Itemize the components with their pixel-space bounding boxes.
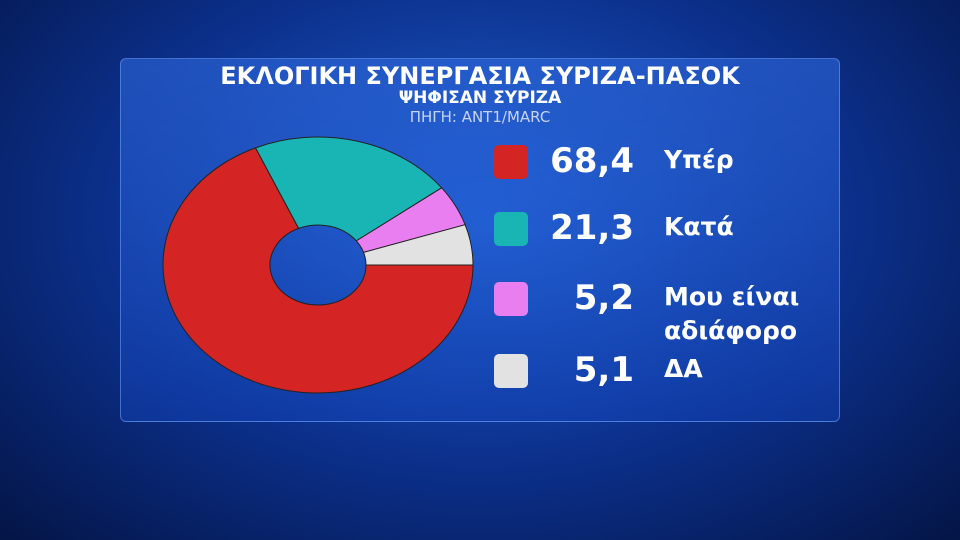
- slice: [254, 136, 443, 242]
- value-label: 5,1: [573, 350, 634, 390]
- legend-swatch: [494, 354, 528, 388]
- legend-label: Μου είναι αδιάφορο: [664, 282, 800, 345]
- slice: [362, 224, 474, 266]
- value-label: 5,2: [573, 278, 634, 318]
- slice: [162, 147, 474, 394]
- legend-label: Κατά: [664, 212, 734, 241]
- legend-label: Υπέρ: [664, 145, 734, 174]
- source: ΠΗΓΗ: ΑΝΤ1/MARC: [409, 108, 551, 126]
- legend-label: ΔΑ: [664, 354, 703, 383]
- legend-swatch: [494, 282, 528, 316]
- value-label: 21,3: [550, 208, 634, 248]
- legend-swatch: [494, 212, 528, 246]
- value-label: 68,4: [550, 141, 634, 181]
- title: ΕΚΛΟΓΙΚΗ ΣΥΝΕΡΓΑΣΙΑ ΣΥΡΙΖΑ-ΠΑΣΟΚ: [220, 62, 740, 90]
- subtitle: ΨΗΦΙΣΑΝ ΣΥΡΙΖΑ: [398, 88, 562, 108]
- legend-swatch: [494, 145, 528, 179]
